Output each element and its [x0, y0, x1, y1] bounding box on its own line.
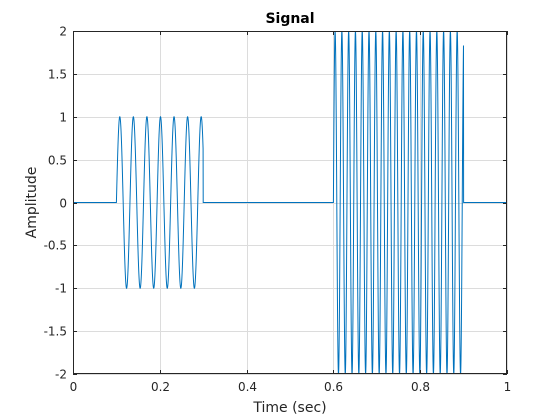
y-tick-label: 0 — [59, 197, 67, 211]
y-tick-label: 0.5 — [48, 154, 67, 168]
axis-ticks: 0 0.2 0.4 0.6 0.8 1 -2 -1.5 -1 -0.5 0 0.5 1 1.5 2 — [44, 25, 512, 395]
series-line-0 — [73, 31, 507, 374]
x-tick-label: 0.2 — [151, 380, 170, 394]
y-tick-label: 2 — [59, 25, 67, 39]
axes-box — [73, 31, 507, 374]
x-tick-label: 0.8 — [411, 380, 430, 394]
y-tick-label: -0.5 — [44, 239, 67, 253]
x-tick-label: 0 — [70, 380, 78, 394]
plot-series — [73, 31, 507, 374]
y-tick-label: -1.5 — [44, 325, 67, 339]
x-tick-label: 0.4 — [238, 380, 257, 394]
chart-title: Signal — [265, 11, 314, 27]
y-tick-label: -1 — [55, 282, 67, 296]
x-tick-label: 1 — [504, 380, 512, 394]
y-tick-label: 1 — [59, 111, 67, 125]
x-tick-label: 0.6 — [324, 380, 343, 394]
y-tick-label: 1.5 — [48, 68, 67, 82]
x-axis-label: Time (sec) — [252, 400, 326, 416]
y-tick-label: -2 — [55, 368, 67, 382]
y-axis-label: Amplitude — [24, 167, 40, 239]
